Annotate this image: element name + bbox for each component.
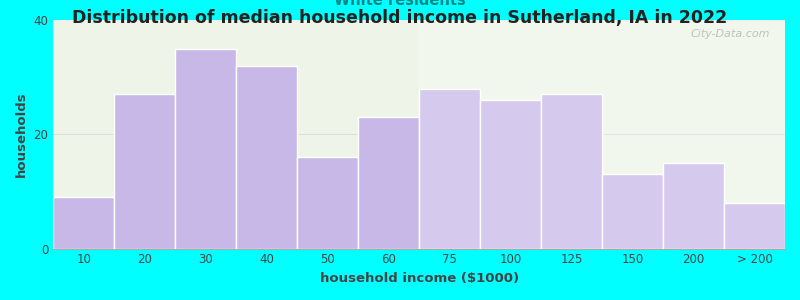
Bar	[175, 49, 236, 249]
Text: City-Data.com: City-Data.com	[691, 29, 770, 39]
Bar	[663, 163, 724, 249]
Bar	[724, 203, 785, 249]
Bar	[480, 100, 541, 249]
Bar	[54, 197, 114, 249]
Bar	[541, 94, 602, 249]
Y-axis label: households: households	[15, 92, 28, 177]
Text: Distribution of median household income in Sutherland, IA in 2022: Distribution of median household income …	[72, 9, 728, 27]
Bar	[236, 66, 297, 249]
Text: White residents: White residents	[334, 0, 466, 8]
Bar	[358, 117, 419, 249]
X-axis label: household income ($1000): household income ($1000)	[319, 272, 518, 285]
Bar	[297, 157, 358, 249]
Bar	[419, 88, 480, 249]
Bar	[114, 94, 175, 249]
Bar	[602, 174, 663, 249]
